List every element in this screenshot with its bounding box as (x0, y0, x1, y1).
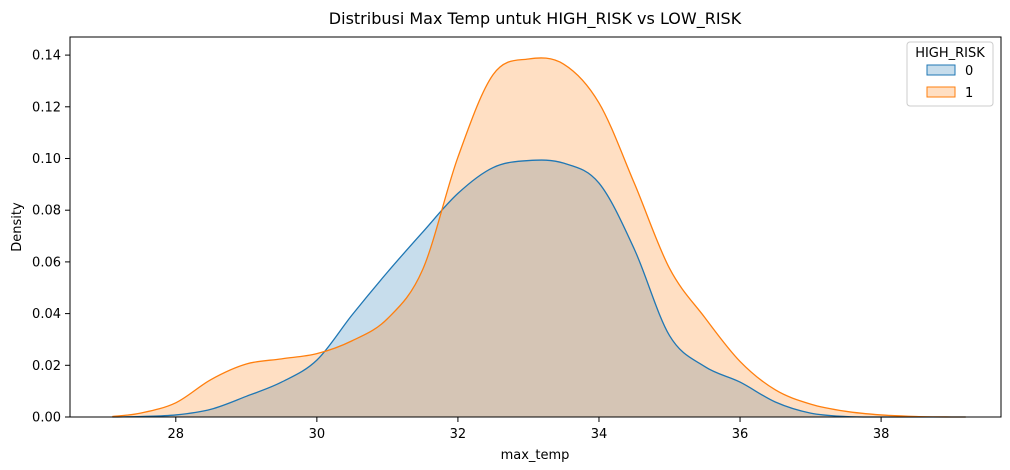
x-tick-label: 30 (309, 427, 326, 442)
y-tick-label: 0.08 (32, 204, 61, 219)
x-tick-label: 32 (450, 427, 467, 442)
series-0-area (112, 160, 966, 418)
series-layer (112, 57, 966, 418)
chart-title: Distribusi Max Temp untuk HIGH_RISK vs L… (329, 9, 742, 29)
y-tick-label: 0.04 (32, 307, 61, 322)
series-0-line (112, 159, 966, 418)
x-tick-label: 34 (591, 427, 608, 442)
y-tick-label: 0.10 (32, 152, 61, 167)
y-tick-label: 0.12 (32, 100, 61, 115)
legend: HIGH_RISK 0 1 (906, 41, 994, 107)
y-axis-label: Density (10, 202, 25, 252)
y-tick-label: 0.00 (32, 411, 61, 426)
legend-title: HIGH_RISK (915, 46, 985, 61)
legend-frame (906, 41, 994, 107)
x-tick-label: 36 (732, 427, 749, 442)
x-axis-label: max_temp (501, 448, 570, 463)
x-axis: 28 30 32 34 36 38 (168, 417, 890, 442)
legend-label-0: 0 (965, 64, 973, 79)
y-axis: 0.00 0.02 0.04 0.06 0.08 0.10 0.12 0.14 (32, 49, 70, 426)
series-1-line (112, 57, 966, 418)
x-tick-label: 28 (168, 427, 185, 442)
x-tick-label: 38 (873, 427, 890, 442)
y-tick-label: 0.02 (32, 359, 61, 374)
legend-label-1: 1 (965, 86, 973, 101)
plot-frame (69, 36, 1002, 418)
series-1-area (112, 57, 966, 418)
y-tick-label: 0.06 (32, 255, 61, 270)
legend-swatch-1 (926, 86, 956, 98)
y-tick-label: 0.14 (32, 49, 61, 64)
legend-swatch-0 (926, 64, 956, 76)
